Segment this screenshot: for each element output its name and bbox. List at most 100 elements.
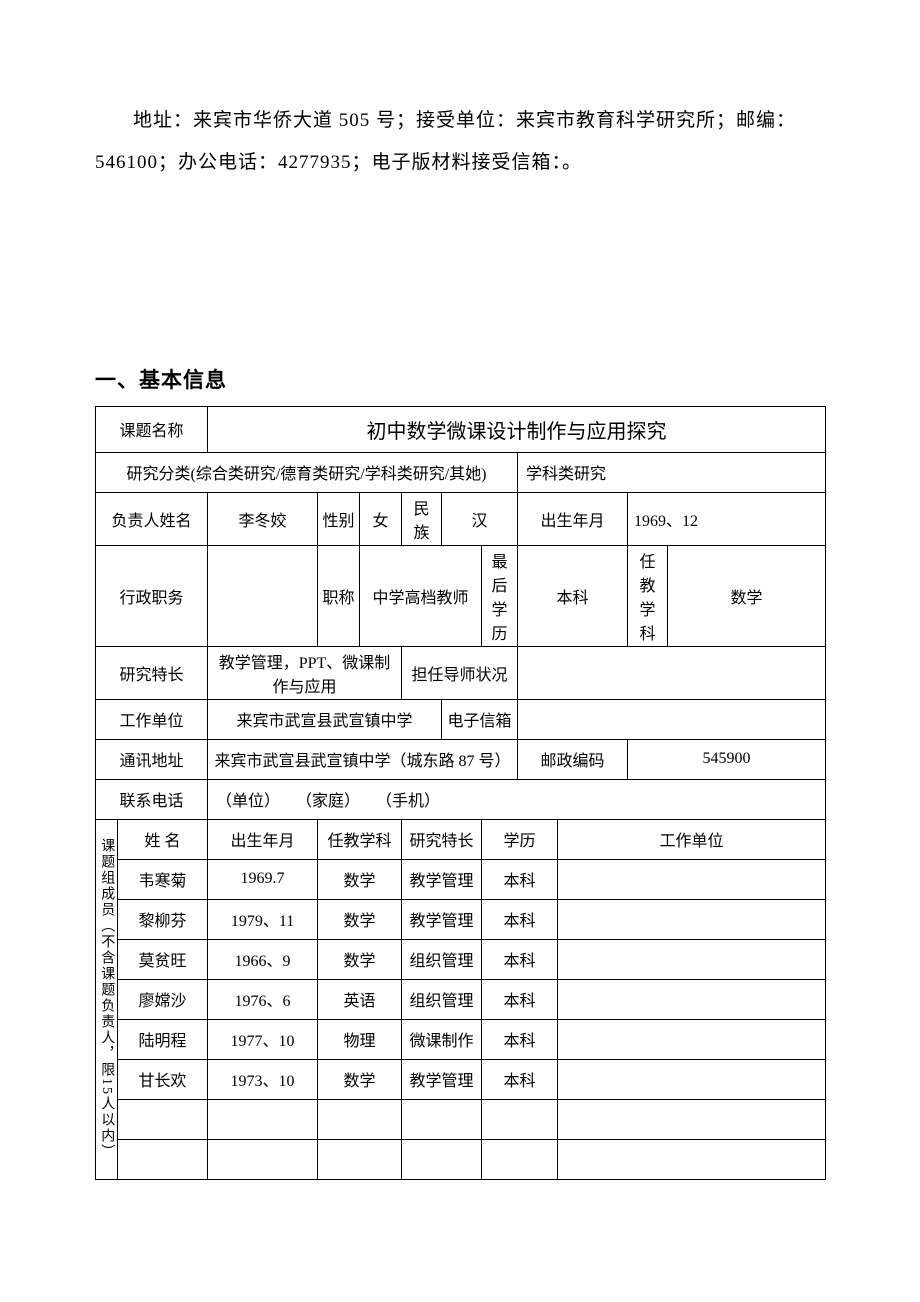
intro-paragraph: 地址：来宾市华侨大道 505 号；接受单位：来宾市教育科学研究所；邮编：5461… [95, 100, 825, 184]
member-unit [558, 1139, 826, 1179]
member-birth: 1976、6 [208, 979, 318, 1019]
label-address: 通讯地址 [96, 739, 208, 779]
value-tutor-status [518, 646, 826, 699]
member-unit [558, 1019, 826, 1059]
label-topic-name: 课题名称 [96, 406, 208, 452]
value-birth-date: 1969、12 [628, 492, 826, 545]
member-education: 本科 [482, 979, 558, 1019]
member-row [96, 1099, 826, 1139]
col-name: 姓 名 [118, 819, 208, 859]
label-tutor-status: 担任导师状况 [402, 646, 518, 699]
label-phone: 联系电话 [96, 779, 208, 819]
member-birth: 1966、9 [208, 939, 318, 979]
member-specialty: 教学管理 [402, 859, 482, 899]
label-teaching-subject: 任教学科 [628, 545, 668, 646]
member-subject: 数学 [318, 939, 402, 979]
value-research-category: 学科类研究 [518, 452, 826, 492]
label-email: 电子信箱 [442, 699, 518, 739]
info-table: 课题名称 初中数学微课设计制作与应用探究 研究分类(综合类研究/德育类研究/学科… [95, 406, 826, 1180]
member-education [482, 1099, 558, 1139]
member-education: 本科 [482, 1019, 558, 1059]
member-subject: 英语 [318, 979, 402, 1019]
member-unit [558, 899, 826, 939]
member-birth: 1979、11 [208, 899, 318, 939]
member-specialty: 微课制作 [402, 1019, 482, 1059]
member-education: 本科 [482, 899, 558, 939]
member-education: 本科 [482, 939, 558, 979]
member-row [96, 1139, 826, 1179]
member-row: 廖嫦沙 1976、6 英语 组织管理 本科 [96, 979, 826, 1019]
member-education: 本科 [482, 859, 558, 899]
member-name [118, 1139, 208, 1179]
member-birth: 1977、10 [208, 1019, 318, 1059]
member-specialty: 教学管理 [402, 1059, 482, 1099]
member-specialty [402, 1099, 482, 1139]
value-title: 中学高档教师 [360, 545, 482, 646]
member-name: 莫贫旺 [118, 939, 208, 979]
value-topic-name: 初中数学微课设计制作与应用探究 [208, 406, 826, 452]
label-work-unit: 工作单位 [96, 699, 208, 739]
label-members: 课题组成员（不含课题负责人，限15人以内） [96, 819, 118, 1179]
label-research-category: 研究分类(综合类研究/德育类研究/学科类研究/其她) [96, 452, 518, 492]
member-name: 陆明程 [118, 1019, 208, 1059]
member-unit [558, 979, 826, 1019]
value-postal-code: 545900 [628, 739, 826, 779]
member-specialty [402, 1139, 482, 1179]
member-specialty: 教学管理 [402, 899, 482, 939]
value-research-specialty: 教学管理，PPT、微课制作与应用 [208, 646, 402, 699]
member-row: 陆明程 1977、10 物理 微课制作 本科 [96, 1019, 826, 1059]
member-birth [208, 1099, 318, 1139]
col-birth: 出生年月 [208, 819, 318, 859]
value-phone: （单位） （家庭） （手机） [208, 779, 826, 819]
value-admin-position [208, 545, 318, 646]
label-ethnicity: 民族 [402, 492, 442, 545]
member-name: 韦寒菊 [118, 859, 208, 899]
member-subject: 数学 [318, 859, 402, 899]
label-gender: 性别 [318, 492, 360, 545]
member-subject: 数学 [318, 899, 402, 939]
member-unit [558, 1099, 826, 1139]
member-unit [558, 859, 826, 899]
member-birth: 1969.7 [208, 859, 318, 899]
value-work-unit: 来宾市武宣县武宣镇中学 [208, 699, 442, 739]
section-title: 一、基本信息 [95, 364, 825, 394]
label-postal-code: 邮政编码 [518, 739, 628, 779]
col-unit: 工作单位 [558, 819, 826, 859]
member-row: 甘长欢 1973、10 数学 教学管理 本科 [96, 1059, 826, 1099]
member-name: 黎柳芬 [118, 899, 208, 939]
value-address: 来宾市武宣县武宣镇中学（城东路 87 号） [208, 739, 518, 779]
member-birth: 1973、10 [208, 1059, 318, 1099]
col-education: 学历 [482, 819, 558, 859]
value-ethnicity: 汉 [442, 492, 518, 545]
member-unit [558, 939, 826, 979]
label-title: 职称 [318, 545, 360, 646]
member-unit [558, 1059, 826, 1099]
value-leader-name: 李冬姣 [208, 492, 318, 545]
label-final-education: 最后学历 [482, 545, 518, 646]
value-final-education: 本科 [518, 545, 628, 646]
label-leader-name: 负责人姓名 [96, 492, 208, 545]
label-birth-date: 出生年月 [518, 492, 628, 545]
member-name: 廖嫦沙 [118, 979, 208, 1019]
col-specialty: 研究特长 [402, 819, 482, 859]
label-research-specialty: 研究特长 [96, 646, 208, 699]
member-subject [318, 1139, 402, 1179]
member-row: 莫贫旺 1966、9 数学 组织管理 本科 [96, 939, 826, 979]
member-subject [318, 1099, 402, 1139]
member-name: 甘长欢 [118, 1059, 208, 1099]
value-email [518, 699, 826, 739]
member-specialty: 组织管理 [402, 939, 482, 979]
label-admin-position: 行政职务 [96, 545, 208, 646]
member-row: 黎柳芬 1979、11 数学 教学管理 本科 [96, 899, 826, 939]
member-birth [208, 1139, 318, 1179]
member-row: 韦寒菊 1969.7 数学 教学管理 本科 [96, 859, 826, 899]
member-education: 本科 [482, 1059, 558, 1099]
value-teaching-subject: 数学 [668, 545, 826, 646]
member-subject: 物理 [318, 1019, 402, 1059]
member-subject: 数学 [318, 1059, 402, 1099]
member-name [118, 1099, 208, 1139]
member-education [482, 1139, 558, 1179]
member-specialty: 组织管理 [402, 979, 482, 1019]
col-subject: 任教学科 [318, 819, 402, 859]
value-gender: 女 [360, 492, 402, 545]
